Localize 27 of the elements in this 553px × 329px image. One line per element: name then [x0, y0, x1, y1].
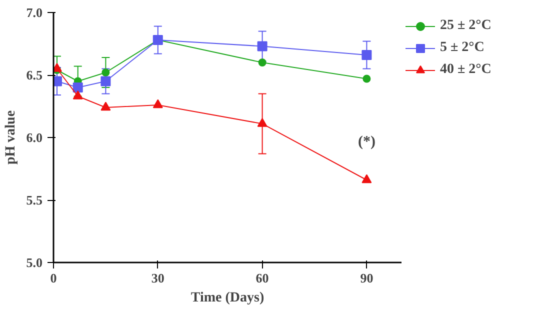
annotation: (*)	[358, 134, 376, 150]
point	[100, 76, 111, 86]
point	[102, 68, 110, 76]
x-tick-label: 60	[256, 270, 269, 286]
point	[257, 41, 268, 52]
legend-label: 5 ± 2°C	[440, 40, 484, 56]
point	[362, 174, 372, 184]
x-tick-label: 90	[360, 270, 374, 286]
point	[72, 90, 83, 100]
point	[258, 58, 266, 66]
legend-label: 25 ± 2°C	[440, 18, 492, 34]
point	[72, 82, 83, 92]
y-tick-label: 5.5	[26, 192, 43, 208]
legend-label: 40 ± 2°C	[440, 62, 492, 78]
y-tick-label: 5.0	[26, 255, 42, 270]
y-tick-label: 6.0	[26, 130, 42, 145]
x-tick-label: 0	[50, 270, 57, 286]
point	[152, 99, 163, 108]
y-tick-label: 6.5	[26, 68, 43, 82]
y-tick-label: 7.0	[26, 5, 42, 20]
x-tick-label: 30	[151, 270, 164, 286]
point	[362, 74, 371, 83]
point	[100, 102, 111, 111]
x-axis-title: Time (Days)	[190, 290, 264, 306]
point	[362, 50, 372, 60]
point	[257, 118, 268, 127]
y-axis-title: pH value	[3, 110, 18, 165]
